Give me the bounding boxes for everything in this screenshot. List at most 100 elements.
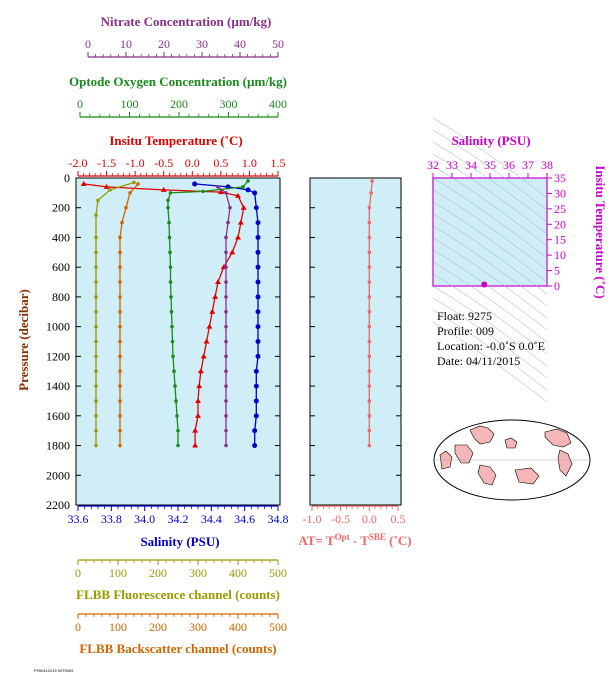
ts-density-contour [432,225,548,307]
nitrate-tick-label: 30 [196,37,208,51]
fluorescence-axis-title: FLBB Fluorescence channel (counts) [76,587,280,602]
nitrate-point [224,414,228,418]
dt-point [367,309,372,314]
oxygen-point [169,295,173,299]
ts-density-contour [432,297,548,379]
nitrate-point [224,235,228,240]
ts-density-contour [432,285,548,367]
backscatter-point [118,324,122,329]
nitrate-point [224,280,228,284]
salinity-axis-title: Salinity (PSU) [140,534,219,549]
pressure-tick-label: 2200 [46,498,70,512]
nitrate-tick-label: 10 [120,37,132,51]
temperature-point [192,427,199,433]
pressure-tick-label: 1200 [46,349,70,363]
fluorescence-point [94,369,98,374]
backscatter-point [118,384,122,388]
fluorescence-point [108,188,112,192]
oxygen-point [173,384,177,388]
oxygen-point [241,185,245,189]
ts-density-contour [432,201,548,283]
salinity-point [255,353,261,359]
backscatter-point [128,191,132,195]
ts-temperature-tick-label: 35 [554,171,566,185]
temperature-tick-label: 1.0 [242,156,257,170]
salinity-point [252,443,258,449]
nitrate-tick-label: 20 [158,37,170,51]
fluorescence-point [94,213,98,217]
dt-axis-title: AT= TOpt - TSBE (˚C) [298,532,411,548]
temperature-point [203,338,210,344]
backscatter-point [120,220,124,225]
temperature-point [229,249,236,255]
salinity-point [253,368,259,374]
temperature-tick-label: 0.0 [185,156,200,170]
dt-point [367,339,372,344]
pressure-tick-label: 0 [64,171,70,185]
salinity-point [255,294,261,300]
pressure-tick-label: 600 [52,260,70,274]
backscatter-point [118,250,122,255]
backscatter-point [118,428,122,433]
pressure-tick-label: 1600 [46,409,70,423]
nitrate-tick-label: 0 [85,37,91,51]
fluorescence-point [94,265,98,269]
dt-point [370,179,375,183]
oxygen-point [201,189,205,194]
dt-point [367,428,372,433]
temperature-point [160,186,167,192]
salinity-point [255,279,261,285]
pressure-axis-title: Pressure (decibar) [16,289,31,391]
backscatter-axis-title: FLBB Backscatter channel (counts) [79,641,276,656]
pressure-tick-label: 1400 [46,379,70,393]
oxygen-point [166,198,170,203]
temperature-point [206,323,213,329]
globe-land [544,428,572,448]
dt-point [369,191,373,195]
backscatter-point [118,369,122,374]
oxygen-point [167,235,172,240]
salinity-point [253,398,259,404]
fluorescence-tick-label: 300 [189,566,207,580]
dt-point [367,235,372,240]
ts-salinity-tick-label: 38 [541,158,553,172]
fluorescence-tick-label: 100 [109,566,127,580]
ts-data-point [481,281,488,288]
temperature-point [192,442,199,448]
dt-point [367,280,372,284]
salinity-point [255,249,261,255]
oxygen-point [170,324,174,329]
temperature-point [212,293,219,299]
oxygen-point [168,280,173,284]
ts-density-contour [432,165,548,247]
salinity-point [255,309,261,315]
pressure-tick-label: 800 [52,290,70,304]
pressure-tick-label: 1000 [46,320,70,334]
fluorescence-tick-label: 200 [149,566,167,580]
ts-density-contour [432,189,548,271]
info-float: Float: 9275 [437,309,492,323]
pressure-tick-label: 1800 [46,439,70,453]
footer-id: P090412015 9275009 [34,668,74,673]
oxygen-point [172,369,176,374]
dt-point [367,384,372,388]
nitrate-point [224,384,228,388]
temperature-point [80,180,87,186]
fluorescence-point [94,309,98,314]
fluorescence-point [94,399,98,403]
salinity-point [253,383,259,389]
dt-point [367,250,372,255]
backscatter-point [118,443,122,448]
temperature-point [209,308,216,314]
temperature-point [215,279,221,285]
salinity-tick-label: 33.6 [68,512,89,526]
dt-point [367,414,372,418]
oxygen-tick-label: 200 [170,97,188,111]
ts-density-contour [432,309,548,391]
dt-tick-label: -0.5 [331,512,350,526]
backscatter-point [118,414,122,418]
temperature-point [235,192,241,198]
temperature-point [237,219,244,225]
nitrate-point [224,339,228,344]
salinity-tick-label: 34.4 [201,512,222,526]
